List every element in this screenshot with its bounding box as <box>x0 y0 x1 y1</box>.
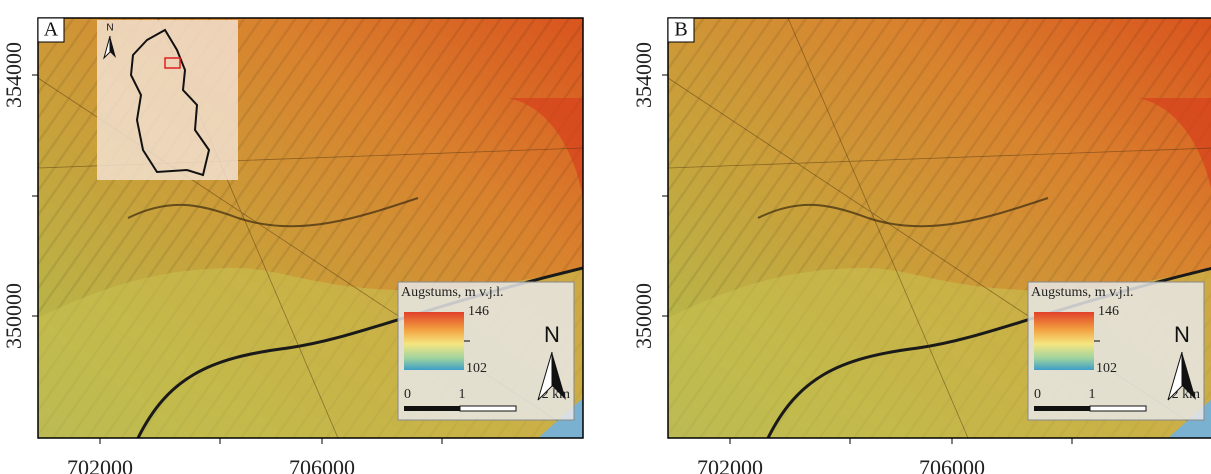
y-tick-label: 350000 <box>631 283 656 349</box>
legend-max: 146 <box>1098 304 1119 319</box>
figure: A 702000 706000 354000 350000 Augstums, m v.j… <box>0 0 1211 474</box>
y-tick-label: 354000 <box>631 42 656 108</box>
scale-label: 1 <box>459 387 466 402</box>
inset-north: N <box>106 23 113 34</box>
scale-label: 0 <box>404 387 411 402</box>
x-tick-label: 706000 <box>289 455 355 474</box>
legend-title: Augstums, m v.j.l. <box>401 285 504 300</box>
scale-label: 0 <box>1034 387 1041 402</box>
north-label: N <box>544 322 560 347</box>
map-panel: B 702000 706000 354000 350000 Augstums, m v.j… <box>631 18 1211 474</box>
panel-label: B <box>674 19 687 41</box>
y-tick-label: 354000 <box>1 42 26 108</box>
legend-max: 146 <box>468 304 489 319</box>
inset-map: N <box>97 20 238 180</box>
legend-min: 102 <box>466 361 487 376</box>
x-tick-label: 702000 <box>67 455 133 474</box>
color-ramp <box>404 312 464 370</box>
legend-min: 102 <box>1096 361 1117 376</box>
x-tick-label: 706000 <box>919 455 985 474</box>
x-tick-label: 702000 <box>697 455 763 474</box>
legend-title: Augstums, m v.j.l. <box>1031 285 1134 300</box>
color-ramp <box>1034 312 1094 370</box>
map-panel: A 702000 706000 354000 350000 Augstums, m v.j… <box>1 18 583 474</box>
north-label: N <box>1174 322 1190 347</box>
scale-label: 1 <box>1089 387 1096 402</box>
y-tick-label: 350000 <box>1 283 26 349</box>
panel-label: A <box>44 19 59 41</box>
